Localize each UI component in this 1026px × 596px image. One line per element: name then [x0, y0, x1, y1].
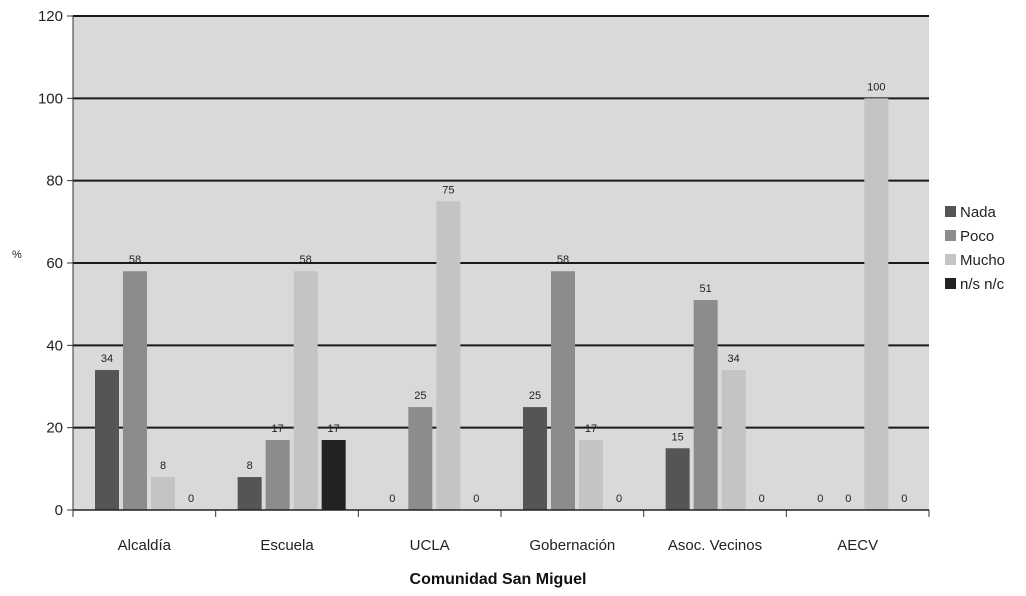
data-label: 17 [272, 423, 284, 435]
x-category-label: Asoc. Vecinos [668, 537, 762, 554]
data-label: 17 [585, 423, 597, 435]
x-category-label: Escuela [260, 537, 314, 554]
y-tick-label: 0 [55, 502, 63, 519]
data-label: 58 [129, 254, 141, 266]
data-label: 15 [672, 431, 684, 443]
data-label: 100 [867, 81, 885, 93]
data-label: 0 [845, 493, 851, 505]
legend-label: Mucho [960, 252, 1005, 269]
legend-label: Nada [960, 204, 997, 221]
y-axis-title: % [12, 249, 22, 261]
y-axis: 0 20 40 60 80 100 120 [38, 8, 74, 519]
y-tick-label: 40 [46, 337, 63, 354]
data-label: 25 [414, 390, 426, 402]
bar [151, 477, 175, 510]
bar [693, 300, 718, 510]
data-label: 51 [700, 283, 712, 295]
legend-label: n/s n/c [960, 276, 1005, 293]
data-label: 34 [728, 353, 740, 365]
legend: Nada Poco Mucho n/s n/c [945, 204, 1005, 293]
data-label: 0 [389, 493, 395, 505]
data-label: 75 [442, 184, 454, 196]
bar [408, 407, 433, 510]
bar [436, 201, 461, 510]
y-tick-label: 100 [38, 90, 63, 107]
data-labels: 34 8 0 25 15 0 58 17 25 58 51 0 8 58 75 17 34 100 0 17 0 0 0 0 [101, 81, 908, 505]
data-label: 25 [529, 390, 541, 402]
bar [265, 440, 290, 510]
data-label: 58 [300, 254, 312, 266]
data-label: 8 [160, 460, 166, 472]
data-label: 58 [557, 254, 569, 266]
gridlines [73, 15, 929, 429]
x-category-label: AECV [837, 537, 878, 554]
bar [321, 440, 346, 510]
bar [123, 271, 147, 510]
x-category-label: UCLA [410, 537, 450, 554]
data-label: 0 [901, 493, 907, 505]
bar [665, 448, 690, 510]
bar-series [95, 98, 889, 510]
bar [523, 407, 547, 510]
data-label: 8 [247, 460, 253, 472]
data-label: 34 [101, 353, 113, 365]
x-category-label: Gobernación [529, 537, 615, 554]
legend-swatch [945, 254, 956, 265]
y-tick-label: 60 [46, 255, 63, 272]
data-label: 17 [328, 423, 340, 435]
x-axis: Alcaldía Escuela UCLA Gobernación Asoc. Veci… [72, 509, 930, 554]
data-label: 0 [473, 493, 479, 505]
legend-swatch [945, 206, 956, 217]
bar [237, 477, 262, 510]
x-axis-title: Comunidad San Miguel [410, 571, 587, 588]
data-label: 0 [759, 493, 765, 505]
x-category-label: Alcaldía [118, 537, 172, 554]
legend-swatch [945, 230, 956, 241]
bar [864, 98, 889, 510]
data-label: 0 [817, 493, 823, 505]
data-label: 0 [616, 493, 622, 505]
y-tick-label: 20 [46, 420, 63, 437]
data-label: 0 [188, 493, 194, 505]
bar [579, 440, 603, 510]
bar [551, 271, 575, 510]
bar [721, 370, 746, 510]
legend-label: Poco [960, 228, 994, 245]
y-tick-label: 80 [46, 173, 63, 190]
legend-swatch [945, 278, 956, 289]
y-tick-label: 120 [38, 8, 63, 25]
bar [95, 370, 119, 510]
bar [293, 271, 318, 510]
